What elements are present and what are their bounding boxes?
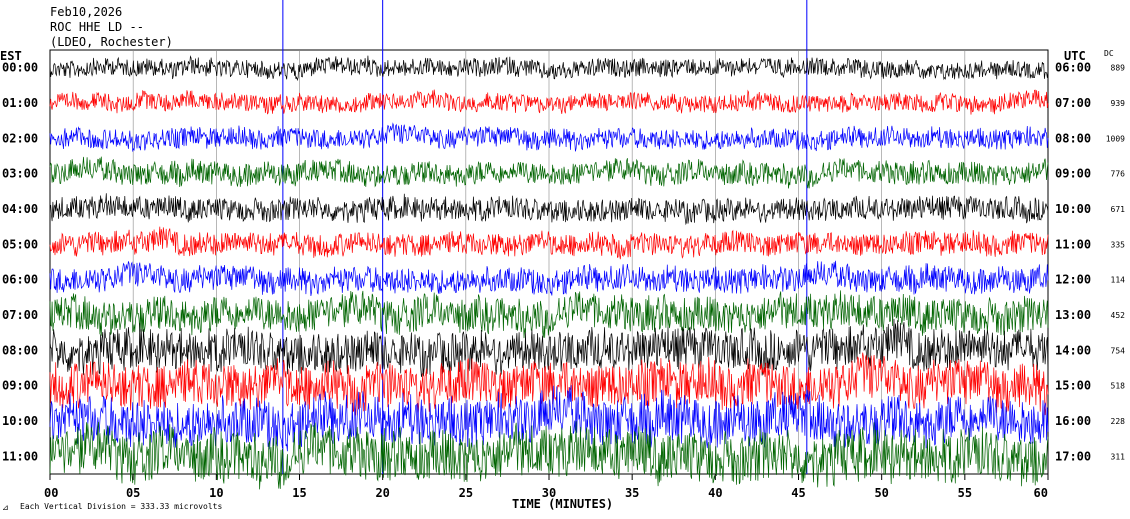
date-label: Feb10,2026 [50,5,122,19]
dc-value: 1009 [1106,134,1125,143]
x-tick-label: 00 [44,486,58,500]
est-row-label: 03:00 [2,167,38,181]
dc-column-label: DC [1104,49,1114,58]
dc-value: 228 [1111,417,1126,426]
x-tick-label: 55 [958,486,972,500]
trace-row-0000 [49,55,1049,82]
minute-gridlines [132,50,966,474]
x-axis-title: TIME (MINUTES) [512,497,613,511]
dc-value: 518 [1111,382,1126,391]
x-axis-ticks: 00 05 10 15 20 25 30 35 40 45 50 55 60 [44,474,1049,500]
est-row-label: 06:00 [2,273,38,287]
utc-row-label: 06:00 [1055,61,1091,75]
station-label: ROC HHE LD -- [50,20,144,34]
est-row-label: 05:00 [2,237,38,251]
utc-row-label: 16:00 [1055,414,1091,428]
x-tick-label: 60 [1034,486,1048,500]
dc-value: 889 [1111,64,1126,73]
dc-value: 114 [1111,276,1126,285]
utc-row-label: 14:00 [1055,343,1091,357]
est-row-label: 07:00 [2,308,38,322]
utc-row-label: 12:00 [1055,273,1091,287]
est-row-label: 10:00 [2,414,38,428]
est-row-label: 11:00 [2,449,38,463]
utc-row-label: 07:00 [1055,96,1091,110]
utc-row-label: 13:00 [1055,308,1091,322]
dc-value: 776 [1111,170,1126,179]
utc-row-label: 17:00 [1055,449,1091,463]
dc-value: 939 [1111,99,1126,108]
est-axis-label: EST [0,49,22,63]
x-tick-label: 40 [708,486,722,500]
dc-value: 452 [1111,311,1126,320]
est-row-label: 09:00 [2,379,38,393]
trace-row-0500 [49,226,1049,260]
dc-value: 335 [1111,240,1126,249]
x-tick-label: 05 [126,486,140,500]
x-tick-label: 30 [542,486,556,500]
x-tick-label: 25 [459,486,473,500]
trace-row-0700 [49,290,1049,339]
vertical-division-note: Each Vertical Division = 333.33 microvol… [20,502,222,511]
trace-row-0600 [49,260,1049,297]
utc-row-label: 09:00 [1055,167,1091,181]
est-row-label: 00:00 [2,61,38,75]
utc-row-label: 10:00 [1055,202,1091,216]
trace-row-0800 [49,318,1049,377]
est-row-label: 01:00 [2,96,38,110]
x-tick-label: 20 [375,486,389,500]
trace-row-0100 [49,89,1049,115]
trace-row-0200 [49,122,1049,152]
trace-row-1000 [49,385,1049,452]
x-tick-label: 45 [791,486,805,500]
trace-row-0300 [49,156,1049,189]
dc-value: 311 [1111,452,1126,461]
seismic-traces [49,55,1049,490]
utc-row-label: 15:00 [1055,379,1091,393]
est-row-label: 02:00 [2,131,38,145]
trace-row-0900 [49,352,1049,416]
est-row-label: 08:00 [2,343,38,357]
utc-row-label: 11:00 [1055,237,1091,251]
utc-axis-label: UTC [1064,49,1086,63]
x-tick-label: 50 [874,486,888,500]
est-row-label: 04:00 [2,202,38,216]
dc-value: 671 [1111,205,1126,214]
utc-row-label: 08:00 [1055,131,1091,145]
trace-row-1100 [49,421,1049,490]
x-tick-label: 35 [625,486,639,500]
trace-row-0400 [49,193,1049,226]
scale-icon: ⊿ [2,503,9,512]
x-tick-label: 10 [209,486,223,500]
row-labels: 00:00 06:00 889 01:00 07:00 939 02:00 08:00 1009… [2,61,1125,464]
network-label: (LDEO, Rochester) [50,35,173,49]
dc-value: 754 [1111,346,1126,355]
x-tick-label: 15 [292,486,306,500]
